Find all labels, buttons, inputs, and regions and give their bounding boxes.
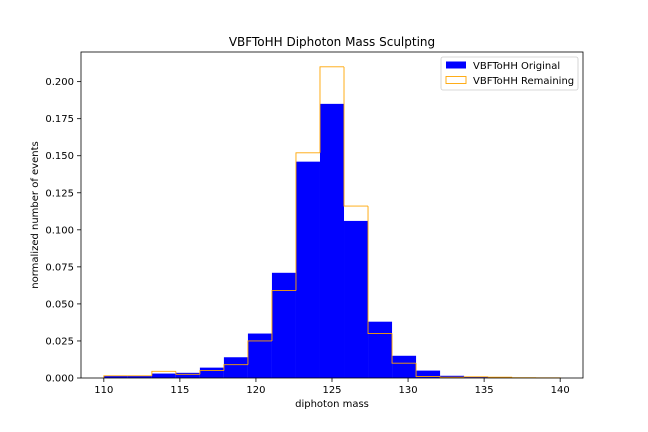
plot-area [103,66,561,379]
x-tick-label: 110 [94,385,113,396]
legend-label-remaining: VBFToHH Remaining [473,76,574,87]
bar-original [223,357,248,378]
y-tick-label: 0.000 [45,374,74,385]
step-remaining [367,206,393,334]
legend-label-original: VBFToHH Original [473,61,560,72]
step-remaining [223,364,248,371]
step-remaining [271,290,296,341]
chart-title: VBFToHH Diphoton Mass Sculpting [229,35,435,49]
legend-swatch-remaining [445,76,467,84]
bar-original [199,367,224,378]
bar-original [247,333,272,378]
x-axis: 110 115 120 125 130 135 140 [94,378,570,396]
legend-box [440,56,579,91]
y-tick-label: 0.125 [45,188,74,199]
bar-original [175,372,200,378]
y-tick-label: 0.050 [45,299,74,310]
x-axis-label: diphoton mass [295,399,369,410]
y-tick-label: 0.100 [45,225,74,236]
x-tick-label: 120 [246,385,265,396]
bar-original [151,373,176,378]
bar-original [295,161,320,378]
step-remaining [199,370,224,375]
y-axis-label: normalized number of events [30,141,41,288]
step-remaining [175,371,200,375]
y-tick-label: 0.075 [45,262,74,273]
step-remaining [391,333,417,364]
step-remaining [295,152,320,291]
bar-original [368,321,393,378]
bar-original [103,375,128,378]
y-tick-label: 0.150 [45,151,74,162]
x-tick-label: 125 [322,385,341,396]
x-tick-label: 115 [170,385,189,396]
step-remaining [415,363,441,377]
bar-original [319,103,345,378]
step-remaining [343,66,369,207]
x-tick-label: 140 [551,385,570,396]
step-remaining [103,375,128,378]
bar-original [392,355,417,378]
step-remaining [247,340,272,365]
x-tick-label: 135 [475,385,494,396]
bar-original [127,375,152,378]
y-axis: 0.000 0.025 0.050 0.075 0.100 0.125 0.150 0.175… [45,77,81,385]
y-tick-label: 0.175 [45,114,74,125]
x-tick-label: 130 [399,385,418,396]
y-tick-label: 0.025 [45,336,74,347]
step-remaining [151,370,176,376]
step-remaining [439,376,465,378]
y-tick-label: 0.200 [45,77,74,88]
bar-original [344,220,369,378]
bar-original [416,370,441,378]
bar-original [271,272,296,378]
legend: VBFToHH Original VBFToHH Remaining [440,56,579,91]
step-remaining [319,66,345,153]
plot-frame [80,51,584,379]
legend-swatch-original [446,61,466,69]
